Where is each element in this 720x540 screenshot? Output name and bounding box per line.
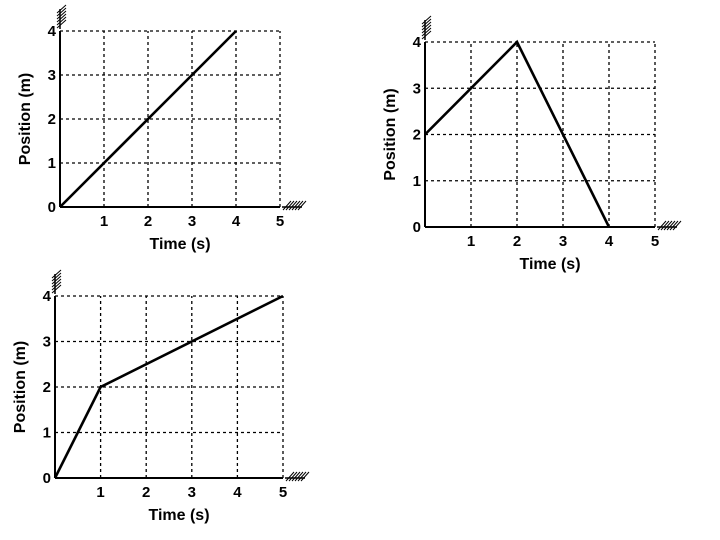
x-tick-label: 5 [279, 484, 287, 501]
grid [425, 41, 656, 227]
y-tick-label: 3 [43, 334, 51, 351]
x-axis-label: Time (s) [148, 507, 209, 524]
y-tick-label: 1 [43, 425, 51, 442]
y-tick-label: 0 [48, 199, 56, 216]
x-axis-label: Time (s) [519, 256, 580, 273]
x-tick-label: 5 [651, 233, 659, 250]
grid [60, 30, 281, 207]
y-axis-label: Position (m) [12, 341, 29, 433]
y-axis-label: Position (m) [382, 88, 399, 180]
y-tick-label: 0 [43, 470, 51, 487]
y-axis-label: Position (m) [17, 73, 34, 165]
x-tick-label: 3 [559, 233, 567, 250]
y-axis-break-icon [421, 15, 432, 40]
series-line [59, 30, 237, 208]
y-tick-label: 2 [43, 379, 51, 396]
x-tick-label: 2 [142, 484, 150, 501]
x-tick-label: 3 [188, 484, 196, 501]
y-axis-break-icon [51, 269, 62, 294]
x-tick-label: 4 [232, 213, 241, 230]
x-axis-break-icon [282, 200, 307, 211]
y-tick-label: 4 [48, 23, 57, 40]
x-tick-label: 3 [188, 213, 196, 230]
x-tick-label: 1 [100, 213, 108, 230]
y-tick-label: 1 [413, 173, 421, 190]
x-tick-label: 5 [276, 213, 284, 230]
chart-top-left: 1 2 3 4 5 0 1 2 3 4 Time (s) Position (m) [17, 4, 307, 253]
series-line [424, 39, 611, 228]
x-axis-break-icon [657, 220, 682, 231]
x-tick-label: 4 [605, 233, 614, 250]
y-tick-label: 4 [43, 288, 52, 305]
y-tick-label: 4 [413, 34, 422, 51]
x-tick-label: 2 [144, 213, 152, 230]
x-tick-label: 4 [233, 484, 242, 501]
y-tick-label: 2 [48, 111, 56, 128]
y-tick-label: 2 [413, 127, 421, 144]
x-tick-label: 2 [513, 233, 521, 250]
y-tick-label: 0 [413, 219, 421, 236]
y-tick-label: 1 [48, 155, 56, 172]
grid [55, 295, 284, 478]
chart-top-right: 1 2 3 4 5 0 1 2 3 4 Time (s) Position (m) [382, 15, 682, 273]
series-line [53, 294, 284, 479]
chart-bottom-left: 1 2 3 4 5 0 1 2 3 4 Time (s) Position (m) [12, 269, 310, 524]
x-tick-label: 1 [96, 484, 104, 501]
y-axis-break-icon [56, 4, 67, 29]
x-tick-label: 1 [467, 233, 475, 250]
y-tick-label: 3 [413, 80, 421, 97]
x-axis-break-icon [285, 471, 310, 482]
y-tick-label: 3 [48, 67, 56, 84]
x-axis-label: Time (s) [149, 236, 210, 253]
